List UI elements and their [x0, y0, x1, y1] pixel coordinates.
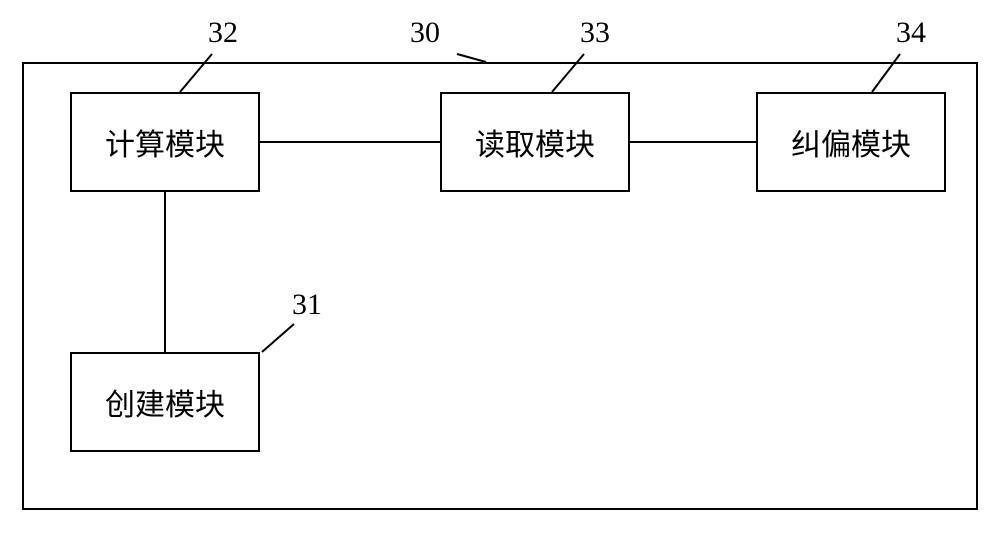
correct-module-label: 纠偏模块	[791, 120, 911, 164]
create-module: 创建模块	[70, 352, 260, 452]
label-30: 30	[410, 16, 440, 50]
edge-calc-read	[260, 141, 440, 143]
read-module-label: 读取模块	[475, 120, 595, 164]
correct-module: 纠偏模块	[756, 92, 946, 192]
read-module: 读取模块	[440, 92, 630, 192]
edge-calc-create	[164, 192, 166, 352]
label-32: 32	[208, 16, 238, 50]
calc-module: 计算模块	[70, 92, 260, 192]
calc-module-label: 计算模块	[105, 120, 225, 164]
label-31: 31	[292, 288, 322, 322]
label-34: 34	[896, 16, 926, 50]
label-33: 33	[580, 16, 610, 50]
create-module-label: 创建模块	[105, 380, 225, 424]
edge-read-correct	[630, 141, 756, 143]
